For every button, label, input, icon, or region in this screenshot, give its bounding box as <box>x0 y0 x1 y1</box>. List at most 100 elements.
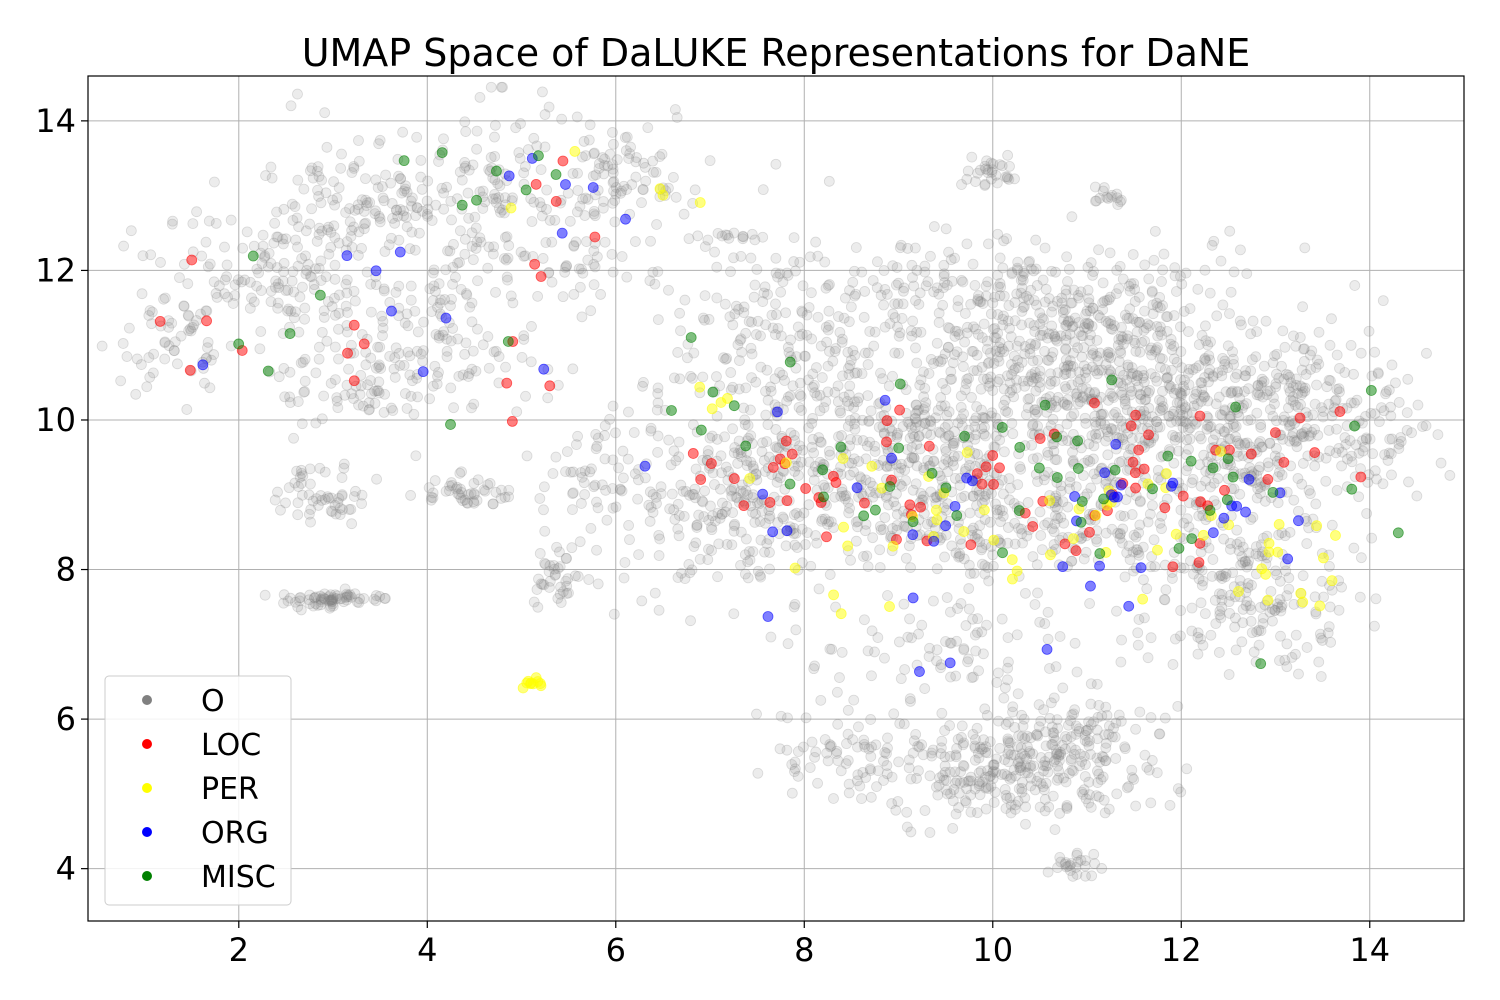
point-o <box>992 269 1004 281</box>
point-o <box>961 238 973 250</box>
point-o <box>1303 484 1315 496</box>
point-o <box>430 199 442 211</box>
point-o <box>1171 397 1183 409</box>
point-o <box>540 237 552 248</box>
point-o <box>546 236 558 248</box>
point-o <box>881 748 892 759</box>
point-o <box>788 601 800 613</box>
point-o <box>518 333 530 345</box>
point-o <box>336 148 347 160</box>
point-o <box>957 276 969 288</box>
point-o <box>958 361 969 373</box>
point-o <box>425 494 437 506</box>
point-o <box>342 589 354 601</box>
point-o <box>265 258 277 269</box>
point-org <box>394 246 406 258</box>
point-o <box>277 233 288 245</box>
point-o <box>259 589 271 601</box>
point-o <box>279 391 291 403</box>
point-loc <box>738 500 750 512</box>
point-o <box>711 261 723 273</box>
point-o <box>275 504 286 516</box>
point-loc <box>1084 526 1095 538</box>
point-o <box>329 341 341 353</box>
point-misc <box>1255 658 1267 670</box>
point-o <box>822 324 834 336</box>
point-o <box>1048 692 1060 704</box>
point-o <box>894 718 906 729</box>
point-o <box>834 672 845 683</box>
point-o <box>1063 719 1074 731</box>
point-o <box>1024 747 1036 759</box>
point-per <box>1068 533 1079 544</box>
point-o <box>501 271 513 283</box>
point-o <box>395 173 406 184</box>
point-misc <box>1075 516 1087 528</box>
point-misc <box>1173 542 1185 554</box>
point-o <box>688 541 700 552</box>
point-o <box>401 308 413 320</box>
point-o <box>467 159 479 171</box>
point-o <box>591 496 602 508</box>
point-org <box>1115 479 1127 491</box>
point-o <box>331 590 343 602</box>
point-o <box>315 599 327 611</box>
point-o <box>755 361 767 373</box>
point-o <box>840 490 852 501</box>
point-o <box>434 297 446 309</box>
point-o <box>528 596 540 608</box>
point-o <box>341 594 353 606</box>
point-o <box>315 593 327 605</box>
point-o <box>411 372 423 384</box>
point-o <box>294 595 306 607</box>
point-org <box>944 657 956 669</box>
point-o <box>1024 317 1035 329</box>
point-o <box>310 598 322 610</box>
point-o <box>1192 648 1204 660</box>
point-o <box>674 307 686 319</box>
point-o <box>210 288 222 299</box>
point-misc <box>1039 399 1051 411</box>
point-o <box>370 595 382 607</box>
point-o <box>1040 283 1052 295</box>
point-o <box>187 322 198 333</box>
point-per <box>1137 593 1149 605</box>
point-o <box>1156 396 1168 407</box>
point-loc <box>786 448 798 460</box>
point-o <box>340 207 352 218</box>
point-o <box>369 208 381 220</box>
point-o <box>477 185 489 197</box>
point-o <box>278 266 289 277</box>
point-o <box>455 492 467 504</box>
point-o <box>472 474 484 486</box>
point-o <box>272 302 284 314</box>
point-o <box>1081 363 1093 375</box>
point-o <box>341 274 353 286</box>
point-o <box>462 371 474 382</box>
point-o <box>1006 359 1017 370</box>
point-o <box>576 263 587 275</box>
point-o <box>326 594 337 606</box>
point-o <box>325 601 337 612</box>
point-o <box>466 363 478 375</box>
point-o <box>1386 433 1398 445</box>
point-o <box>1297 570 1309 582</box>
point-o <box>587 170 599 182</box>
point-o <box>147 367 159 379</box>
point-o <box>1038 759 1049 771</box>
point-o <box>329 309 341 321</box>
point-loc <box>184 364 196 376</box>
point-o <box>411 202 423 214</box>
point-o <box>183 325 195 337</box>
point-o <box>788 256 800 267</box>
point-o <box>829 491 841 503</box>
point-o <box>546 276 558 288</box>
point-o <box>427 487 439 499</box>
point-o <box>794 389 806 400</box>
point-o <box>1115 415 1127 427</box>
point-o <box>1084 387 1095 398</box>
point-o <box>582 254 594 266</box>
point-o <box>320 187 332 199</box>
point-o <box>1234 575 1246 586</box>
point-o <box>1258 375 1270 387</box>
